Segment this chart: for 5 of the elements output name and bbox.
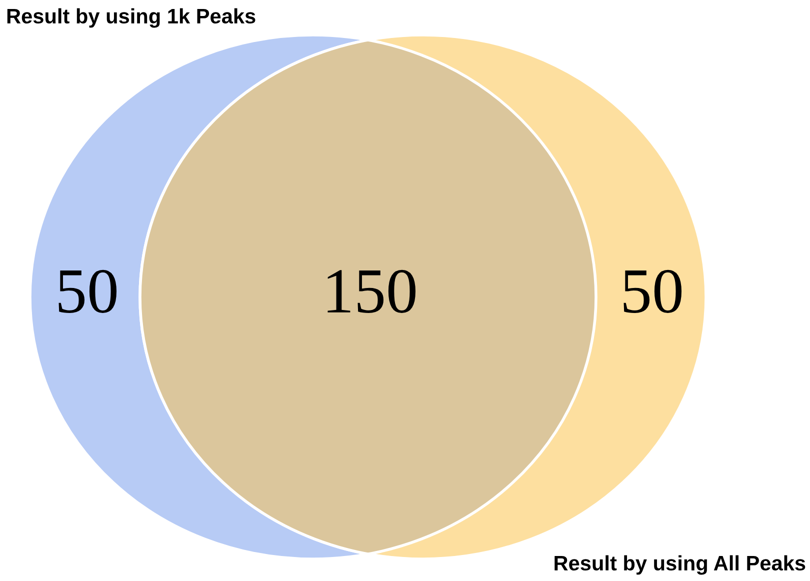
text: Result by using All Peaks: [554, 555, 806, 575]
data-label: 50: [624, 270, 682, 313]
data-label: 150: [328, 270, 416, 313]
text: Result by using 1k Peaks: [7, 8, 256, 28]
data-label: 50: [58, 270, 117, 313]
